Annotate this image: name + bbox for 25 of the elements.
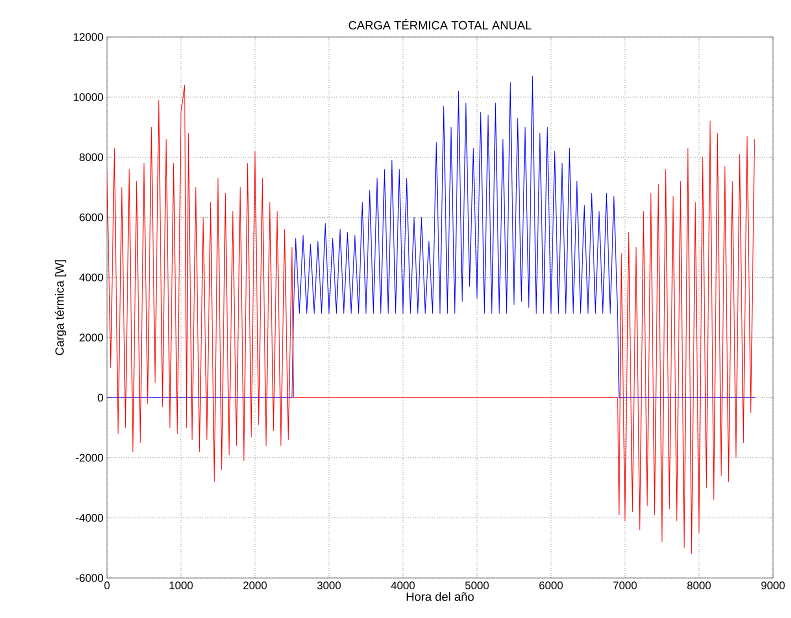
chart-title: CARGA TÉRMICA TOTAL ANUAL: [348, 19, 532, 30]
y-tick-label: 8000: [80, 153, 104, 162]
x-tick-label: 6000: [539, 582, 563, 590]
y-tick-label: 12000: [74, 33, 104, 41]
y-axis-title: Carga térmica [W]: [54, 260, 66, 356]
y-tick-label: -6000: [76, 574, 104, 582]
x-tick-label: 1000: [170, 582, 193, 590]
x-tick-label: 7000: [613, 582, 637, 590]
y-tick-label: 6000: [80, 213, 104, 222]
y-tick-label: 10000: [74, 93, 104, 101]
y-tick-label: 2000: [80, 334, 104, 342]
x-axis-title: Hora del año: [406, 592, 474, 601]
y-tick-label: -2000: [76, 454, 104, 462]
x-tick-label: 8000: [687, 582, 711, 590]
y-tick-label: 4000: [79, 274, 104, 282]
x-tick-label: 3000: [317, 582, 341, 590]
x-tick-label: 9000: [761, 582, 785, 590]
x-tick-label: 2000: [243, 582, 267, 590]
line-series: [107, 76, 756, 398]
x-tick-label: 4000: [391, 582, 415, 590]
y-tick-label: -4000: [76, 514, 104, 522]
x-tick-label: 0: [104, 582, 110, 590]
y-tick-label: 0: [98, 394, 104, 402]
line-series: [107, 84, 755, 554]
x-tick-label: 5000: [465, 582, 489, 590]
